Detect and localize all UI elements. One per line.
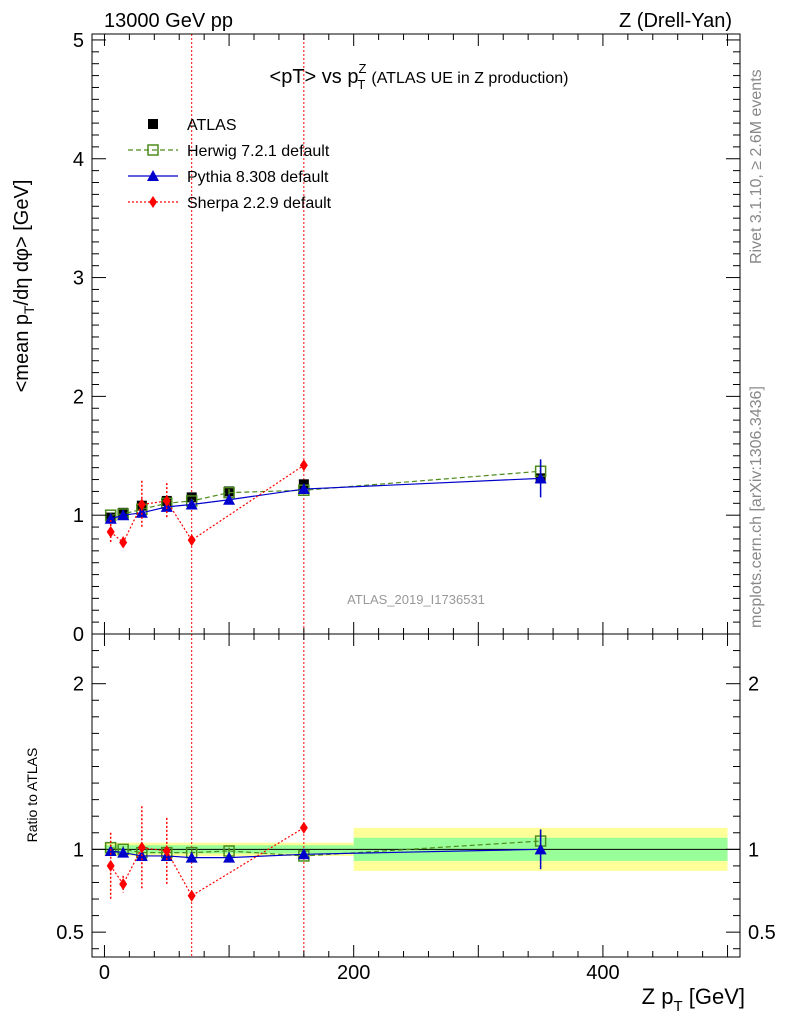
ratio-ylabel: Ratio to ATLAS: [24, 748, 40, 843]
xlabel-a: Z p: [642, 984, 674, 1009]
legend-marker-2: [147, 170, 159, 181]
legend-entry-1: Herwig 7.2.1 default: [128, 143, 330, 160]
ratio-y-tick-label-2: 2: [73, 674, 84, 696]
x-tick-label-0: 0: [99, 962, 110, 984]
ratio-point-2-0: [106, 859, 115, 872]
main-series-layer: [104, 459, 547, 549]
ratio-line-0: [110, 840, 541, 857]
main-point-2-5: [223, 493, 236, 505]
title-rest: (ATLAS UE in Z production): [371, 70, 568, 87]
ratio-line-2: [110, 827, 305, 897]
legend-marker-0: [148, 119, 158, 129]
title-sub: T: [357, 77, 365, 92]
main-title: <pT> vs pZ T (ATLAS UE in Z production): [270, 61, 569, 92]
main-line-2: [110, 477, 541, 520]
x-tick-label-1: 200: [337, 962, 370, 984]
main-y-tick-label-4: 4: [73, 149, 84, 171]
main-point-3-1: [119, 536, 128, 549]
legend-label-2: Pythia 8.308 default: [187, 169, 329, 186]
ratio-point-1-1: [117, 846, 130, 858]
ratio-y-tick-label-right-1: 1: [748, 839, 759, 861]
main-point-2-7: [534, 472, 547, 484]
ratio-point-1-6: [297, 848, 310, 860]
ratio-point-2-1: [119, 878, 128, 891]
main-ylabel-b: /dη dφ> [GeV]: [11, 180, 33, 306]
main-ylabel-sub: T: [21, 305, 37, 314]
legend-marker-3: [149, 196, 157, 208]
main-point-3-3: [162, 494, 171, 507]
svg-text:<mean pT/dη dφ> [GeV]: <mean pT/dη dφ> [GeV]: [11, 180, 37, 393]
ratio-y-tick-label-right-0: 0.5: [748, 922, 776, 944]
title-sup: Z: [358, 61, 366, 76]
xlabel: Z pT [GeV]: [642, 984, 745, 1015]
main-ylabel: <mean pT/dη dφ> [GeV]: [11, 180, 37, 393]
mcplots-label: mcplots.cern.ch [arXiv:1306.3436]: [748, 386, 765, 628]
legend-label-3: Sherpa 2.2.9 default: [187, 195, 332, 212]
ratio-point-1-7: [534, 843, 547, 855]
legend-marker-1: [147, 144, 159, 156]
main-point-3-2: [137, 498, 146, 511]
main-y-tick-label-0: 0: [73, 624, 84, 646]
main-ylabel-a: <mean p: [11, 314, 33, 392]
xlabel-b: [GeV]: [683, 984, 745, 1009]
main-point-2-4: [185, 498, 198, 510]
ratio-series-2: [106, 806, 308, 902]
main-y-tick-label-3: 3: [73, 268, 84, 290]
legend-entry-0: ATLAS: [148, 117, 237, 134]
ratio-point-2-5: [299, 821, 308, 834]
x-tick-label-2: 400: [586, 962, 619, 984]
analysis-watermark: ATLAS_2019_I1736531: [347, 592, 485, 607]
ratio-y-tick-label-0: 0.5: [56, 922, 84, 944]
title-main: <pT> vs p: [270, 66, 359, 88]
rivet-label: Rivet 3.1.10, ≥ 2.6M events: [748, 69, 765, 264]
legend-entry-2: Pythia 8.308 default: [128, 169, 329, 186]
main-point-2-6: [297, 483, 310, 495]
main-y-tick-label-5: 5: [73, 30, 84, 52]
ratio-point-2-2: [137, 841, 146, 854]
main-y-tick-label-2: 2: [73, 386, 84, 408]
ratio-point-1-4: [185, 851, 198, 863]
main-y-tick-label-1: 1: [73, 505, 84, 527]
legend-entry-3: Sherpa 2.2.9 default: [128, 195, 332, 212]
ratio-series-layer: [104, 806, 547, 902]
legend: ATLAS Herwig 7.2.1 default Pythia 8.308 de…: [128, 117, 332, 212]
ratio-point-1-5: [223, 851, 236, 863]
main-point-3-4: [187, 534, 196, 547]
xlabel-sub: T: [673, 998, 682, 1015]
main-point-3-5: [299, 459, 308, 472]
legend-label-1: Herwig 7.2.1 default: [187, 143, 330, 160]
main-point-2-2: [135, 506, 148, 518]
axes-layer: 0 200 400 0 1 2 3 4 5 0.5 0.5 1 1 2 2: [56, 30, 776, 984]
ratio-y-tick-label-right-2: 2: [748, 674, 759, 696]
header-beam: 13000 GeV pp: [104, 10, 233, 32]
main-line-1: [110, 470, 541, 516]
ratio-point-2-3: [162, 844, 171, 857]
ratio-frame: [91, 633, 741, 958]
main-point-3-0: [106, 525, 115, 538]
main-point-2-0: [104, 512, 117, 524]
main-point-0-4: [186, 492, 197, 503]
legend-label-0: ATLAS: [187, 117, 237, 134]
ratio-y-tick-label-1: 1: [73, 839, 84, 861]
ratio-point-2-4: [187, 889, 196, 902]
main-point-2-1: [117, 509, 130, 521]
main-series-2: [104, 459, 547, 524]
main-series-3: [106, 459, 308, 549]
header-process: Z (Drell-Yan): [619, 10, 732, 32]
